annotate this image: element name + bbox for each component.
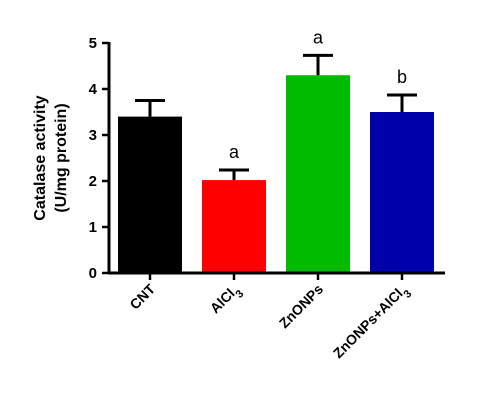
bar-1 — [202, 180, 266, 273]
y-axis-unit: (U/mg protein) — [53, 103, 70, 212]
y-tick-label: 0 — [89, 265, 97, 282]
significance-letters-group: a a b — [229, 27, 407, 162]
x-tick-label: AlCl3 — [207, 281, 247, 321]
x-tick-label: ZnONPs — [276, 281, 327, 332]
y-tick-label: 5 — [89, 35, 97, 52]
bars-group — [118, 75, 434, 273]
bar-3 — [370, 112, 434, 273]
bar-2 — [286, 75, 350, 273]
y-tick-label: 2 — [89, 173, 97, 190]
significance-letter-2: a — [313, 27, 324, 47]
y-tick-label: 4 — [89, 81, 98, 98]
y-tick-label: 1 — [89, 219, 97, 236]
x-ticks-group: CNT AlCl3 ZnONPs ZnONPs+AlCl3 — [126, 273, 414, 365]
x-tick-label: ZnONPs+AlCl3 — [330, 281, 415, 366]
y-ticks-group: 0 1 2 3 4 5 — [89, 35, 109, 282]
error-bars-group — [135, 53, 417, 181]
significance-letter-3: b — [397, 67, 407, 87]
significance-letter-1: a — [229, 142, 240, 162]
y-tick-label: 3 — [89, 127, 97, 144]
y-axis-title: Catalase activity — [32, 95, 49, 221]
x-tick-label: CNT — [126, 280, 158, 312]
bar-0 — [118, 116, 182, 273]
